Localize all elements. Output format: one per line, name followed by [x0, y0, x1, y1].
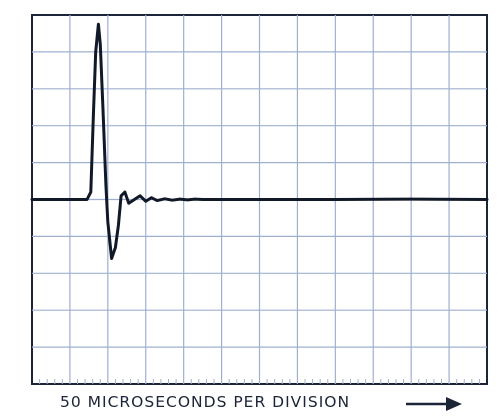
x-axis-label: 50 MICROSECONDS PER DIVISION	[60, 393, 351, 411]
chart-ticks	[39, 379, 480, 384]
arrow-right-icon	[406, 397, 462, 411]
signal-trace	[30, 22, 489, 260]
